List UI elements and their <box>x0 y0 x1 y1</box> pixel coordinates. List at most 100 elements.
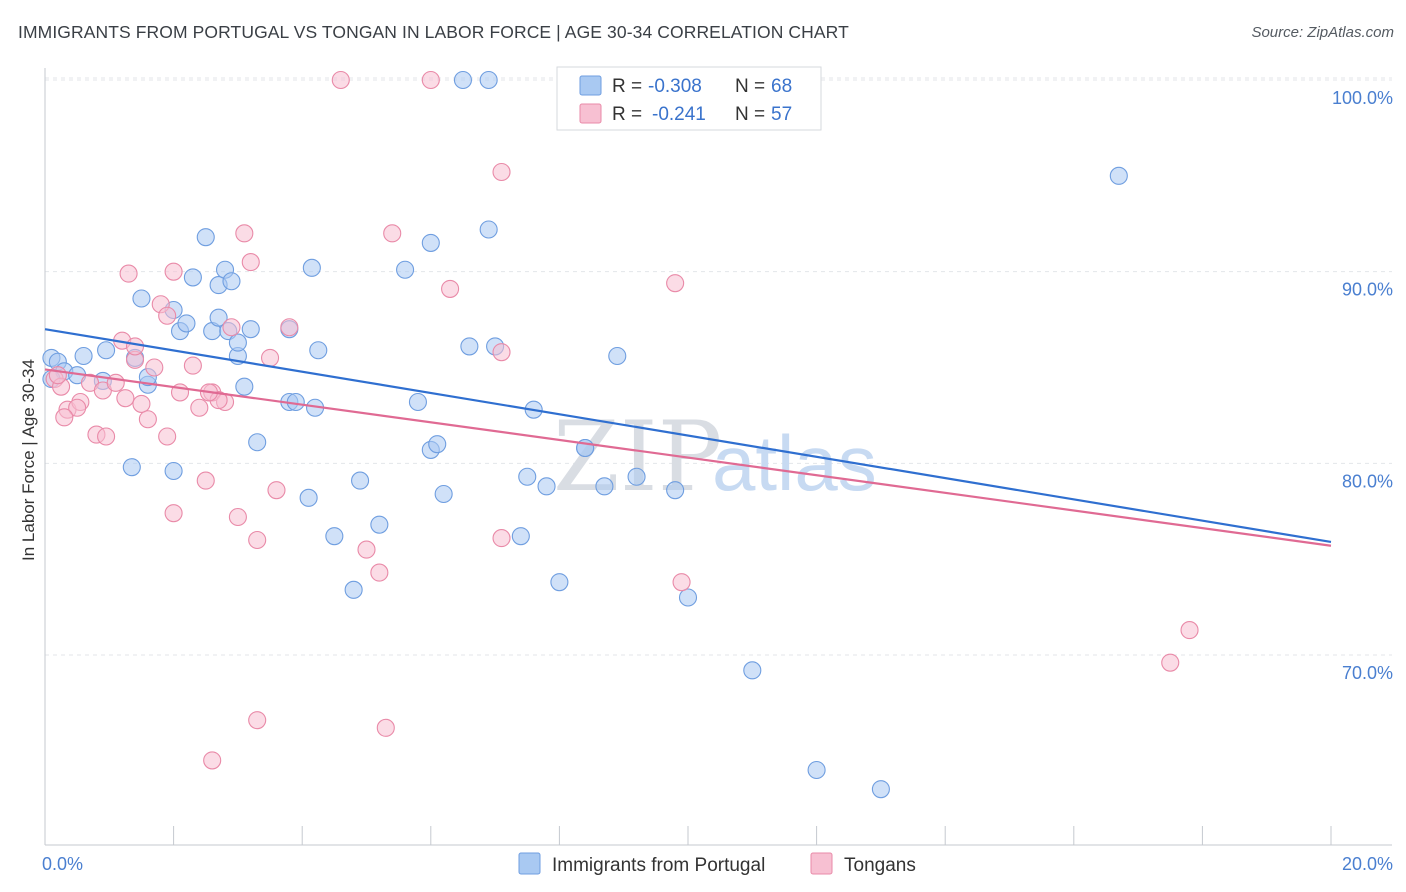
point-tongans <box>492 529 511 548</box>
point-tongans <box>97 427 116 446</box>
point-portugal <box>408 392 427 412</box>
point-portugal <box>97 341 116 360</box>
point-portugal <box>453 70 473 90</box>
legend-n-label: N = <box>735 104 765 125</box>
point-tongans <box>331 70 350 90</box>
point-tongans <box>370 563 389 582</box>
point-tongans <box>357 540 376 559</box>
point-portugal <box>309 341 328 360</box>
point-tongans <box>116 389 135 408</box>
legend-swatch-tongans <box>579 103 602 124</box>
legend-box: R = -0.308 N = 68 R = -0.241 N = 57 <box>556 66 822 131</box>
legend-r-value-portugal: -0.308 <box>648 76 702 97</box>
chart-title: IMMIGRANTS FROM PORTUGAL VS TONGAN IN LA… <box>18 22 849 42</box>
point-tongans <box>248 711 267 730</box>
point-portugal <box>434 484 453 504</box>
point-tongans <box>125 337 145 356</box>
point-portugal <box>428 435 447 454</box>
point-portugal <box>344 580 363 599</box>
point-portugal <box>1109 166 1128 185</box>
legend-r-value-tongans: -0.241 <box>652 104 706 125</box>
trend-line-tongans <box>44 368 1332 547</box>
point-tongans <box>383 224 402 243</box>
point-portugal <box>132 289 151 308</box>
point-tongans <box>203 751 222 770</box>
point-tongans <box>441 279 460 298</box>
point-tongans <box>164 504 183 523</box>
point-portugal <box>421 233 440 252</box>
point-portugal <box>299 488 318 507</box>
point-tongans <box>190 398 209 417</box>
legend-r-label: R = <box>612 76 642 97</box>
y-tick-label: 70.0% <box>1342 663 1393 683</box>
legend-r-label: R = <box>612 104 642 125</box>
point-portugal <box>608 346 627 366</box>
legend-n-value-tongans: 57 <box>771 104 792 125</box>
axes <box>44 68 1392 846</box>
x-tick-label: 20.0% <box>1342 854 1393 874</box>
legend-n-value-portugal: 68 <box>771 76 792 97</box>
point-portugal <box>241 320 260 339</box>
bottom-legend: Immigrants from Portugal Tongans <box>518 852 916 876</box>
point-portugal <box>235 377 254 396</box>
point-tongans <box>267 481 286 500</box>
point-tongans <box>196 471 215 490</box>
source-label: Source: ZipAtlas.com <box>1251 24 1394 41</box>
bottom-legend-swatch-tongans <box>810 852 833 875</box>
y-tick-label: 90.0% <box>1342 280 1393 300</box>
legend-n-label: N = <box>735 76 765 97</box>
point-tongans <box>672 573 691 592</box>
point-portugal <box>627 467 646 486</box>
point-tongans <box>222 318 241 337</box>
point-portugal <box>351 471 370 490</box>
bottom-legend-label-tongans: Tongans <box>844 855 916 876</box>
point-portugal <box>678 588 698 607</box>
bottom-legend-label-portugal: Immigrants from Portugal <box>552 855 765 876</box>
point-portugal <box>666 481 685 500</box>
trend-line-portugal <box>44 328 1332 544</box>
point-tongans <box>260 348 280 367</box>
point-portugal <box>370 515 389 534</box>
point-tongans <box>1180 621 1199 640</box>
watermark-zip: ZIP <box>553 401 722 513</box>
legend-swatch-portugal <box>579 75 602 96</box>
y-tick-label: 100.0% <box>1332 88 1393 108</box>
point-portugal <box>479 70 498 90</box>
point-portugal <box>550 573 569 592</box>
point-tongans <box>376 718 395 737</box>
watermark: ZIP atlas <box>553 401 877 513</box>
point-tongans <box>492 343 511 362</box>
point-portugal <box>743 661 762 680</box>
point-tongans <box>666 274 685 293</box>
trend-lines <box>44 328 1332 547</box>
point-tongans <box>248 530 267 550</box>
y-tick-labels: 70.0% 80.0% 90.0% 100.0% <box>1332 88 1393 683</box>
point-portugal <box>511 527 530 546</box>
point-tongans <box>145 358 164 377</box>
point-tongans <box>55 408 74 427</box>
point-tongans <box>183 356 202 375</box>
point-portugal <box>537 477 556 496</box>
point-portugal <box>325 527 344 546</box>
point-tongans <box>119 264 138 283</box>
point-portugal <box>74 346 93 366</box>
point-tongans <box>138 410 157 429</box>
point-portugal <box>871 780 890 799</box>
point-portugal <box>479 220 498 239</box>
point-portugal <box>196 228 215 247</box>
point-tongans <box>158 427 177 446</box>
point-portugal <box>460 337 479 356</box>
point-portugal <box>396 260 415 279</box>
y-axis-label: In Labor Force | Age 30-34 <box>19 359 38 561</box>
point-tongans <box>280 318 299 337</box>
point-portugal <box>248 433 267 452</box>
point-tongans <box>132 394 151 413</box>
point-tongans <box>68 398 87 417</box>
x-tick-labels: 0.0% 20.0% <box>42 854 1393 874</box>
point-tongans <box>235 224 254 243</box>
point-portugal <box>177 314 196 333</box>
point-portugal <box>209 308 228 327</box>
point-tongans <box>228 507 247 527</box>
bottom-legend-swatch-portugal <box>518 852 541 875</box>
